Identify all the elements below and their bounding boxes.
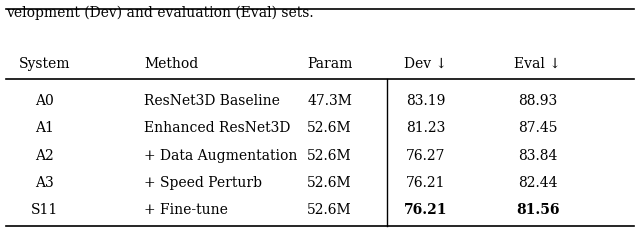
- Text: 81.56: 81.56: [516, 203, 559, 216]
- Text: 81.23: 81.23: [406, 121, 445, 135]
- Text: 88.93: 88.93: [518, 94, 557, 107]
- Text: 52.6M: 52.6M: [307, 203, 352, 216]
- Text: Dev ↓: Dev ↓: [404, 57, 447, 70]
- Text: 76.27: 76.27: [406, 148, 445, 162]
- Text: A0: A0: [35, 94, 54, 107]
- Text: 52.6M: 52.6M: [307, 121, 352, 135]
- Text: Param: Param: [307, 57, 352, 70]
- Text: System: System: [19, 57, 70, 70]
- Text: 76.21: 76.21: [404, 203, 447, 216]
- Text: A3: A3: [35, 175, 54, 189]
- Text: + Fine-tune: + Fine-tune: [144, 203, 228, 216]
- Text: 47.3M: 47.3M: [307, 94, 352, 107]
- Text: velopment (Dev) and evaluation (Eval) sets.: velopment (Dev) and evaluation (Eval) se…: [6, 6, 314, 20]
- Text: 83.84: 83.84: [518, 148, 557, 162]
- Text: S11: S11: [31, 203, 58, 216]
- Text: Enhanced ResNet3D: Enhanced ResNet3D: [144, 121, 291, 135]
- Text: 87.45: 87.45: [518, 121, 557, 135]
- Text: 52.6M: 52.6M: [307, 175, 352, 189]
- Text: + Speed Perturb: + Speed Perturb: [144, 175, 262, 189]
- Text: + Data Augmentation: + Data Augmentation: [144, 148, 298, 162]
- Text: 82.44: 82.44: [518, 175, 557, 189]
- Text: ResNet3D Baseline: ResNet3D Baseline: [144, 94, 280, 107]
- Text: Eval ↓: Eval ↓: [514, 57, 561, 70]
- Text: 76.21: 76.21: [406, 175, 445, 189]
- Text: A1: A1: [35, 121, 54, 135]
- Text: A2: A2: [35, 148, 54, 162]
- Text: 52.6M: 52.6M: [307, 148, 352, 162]
- Text: Method: Method: [144, 57, 198, 70]
- Text: 83.19: 83.19: [406, 94, 445, 107]
